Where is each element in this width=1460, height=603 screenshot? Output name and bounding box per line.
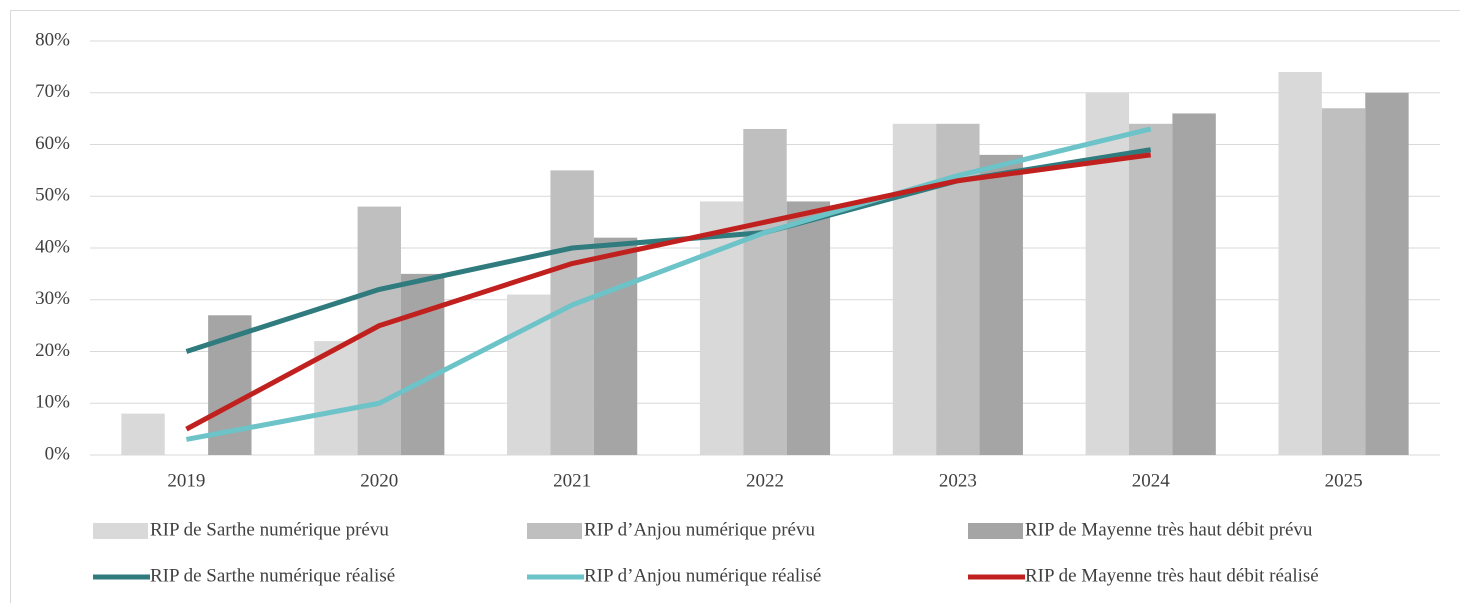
- legend-label: RIP de Mayenne très haut débit réalisé: [1025, 565, 1319, 586]
- legend-label: RIP de Sarthe numérique prévu: [150, 519, 389, 540]
- bar: [1321, 108, 1366, 456]
- bar: [1278, 72, 1322, 456]
- y-tick-label: 70%: [35, 81, 70, 102]
- x-tick-label: 2021: [553, 470, 591, 491]
- y-tick-label: 50%: [35, 185, 70, 206]
- legend-label: RIP d’Anjou numérique réalisé: [584, 565, 821, 586]
- y-tick-label: 0%: [45, 443, 71, 464]
- x-tick-label: 2023: [939, 470, 977, 491]
- bar: [1129, 123, 1173, 456]
- bar: [892, 123, 937, 456]
- x-tick-label: 2019: [167, 470, 205, 491]
- bar: [314, 341, 358, 455]
- y-tick-label: 60%: [35, 133, 70, 154]
- x-tick-label: 2024: [1132, 470, 1171, 491]
- bar: [979, 154, 1023, 455]
- bar: [1365, 92, 1409, 455]
- line: [185, 126, 1152, 442]
- y-tick-label: 10%: [35, 392, 70, 413]
- bar: [121, 413, 165, 455]
- bar: [786, 201, 831, 455]
- legend-swatch: [968, 523, 1023, 539]
- y-tick-label: 30%: [35, 288, 70, 309]
- bar: [357, 206, 401, 455]
- chart-frame: [10, 10, 1460, 603]
- x-tick-label: 2022: [746, 470, 784, 491]
- bar: [593, 237, 638, 455]
- legend-label: RIP de Sarthe numérique réalisé: [150, 565, 395, 586]
- bar: [1172, 113, 1216, 455]
- line: [185, 152, 1152, 432]
- x-tick-label: 2020: [360, 470, 398, 491]
- bar: [743, 128, 787, 455]
- legend-label: RIP de Mayenne très haut débit prévu: [1025, 519, 1313, 540]
- x-tick-label: 2025: [1325, 470, 1363, 491]
- bar: [1085, 92, 1130, 455]
- bar: [400, 273, 445, 455]
- y-tick-label: 80%: [35, 29, 70, 50]
- legend-swatch: [93, 523, 148, 539]
- y-tick-label: 40%: [35, 236, 70, 257]
- y-tick-label: 20%: [35, 340, 70, 361]
- legend-swatch: [527, 523, 582, 539]
- legend-label: RIP d’Anjou numérique prévu: [584, 519, 815, 540]
